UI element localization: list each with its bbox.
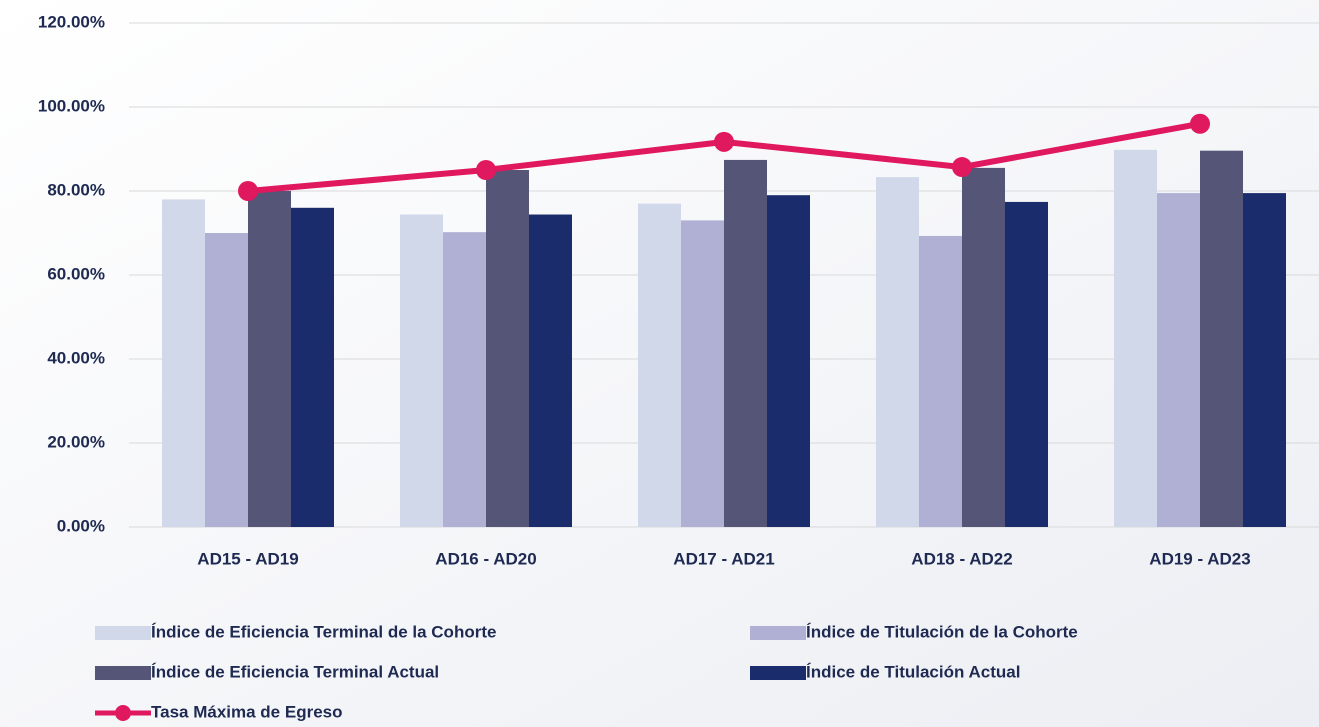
bar xyxy=(1200,151,1243,527)
line-marker xyxy=(952,157,972,177)
bar xyxy=(638,204,681,527)
bar xyxy=(1157,193,1200,527)
chart: 0.00% 20.00% 40.00% 60.00% 80.00% 100.00% 120.… xyxy=(0,0,1319,727)
bar xyxy=(443,232,486,527)
line-marker xyxy=(476,160,496,180)
bar xyxy=(486,170,529,527)
x-tick-label: AD17 - AD21 xyxy=(673,549,774,568)
legend-swatch xyxy=(95,626,151,640)
bar xyxy=(1114,150,1157,527)
bar xyxy=(962,168,1005,527)
legend-label: Índice de Eficiencia Terminal Actual xyxy=(151,662,439,681)
bar xyxy=(205,233,248,527)
x-tick-label: AD16 - AD20 xyxy=(435,549,536,568)
bar xyxy=(248,191,291,527)
legend-swatch xyxy=(95,666,151,680)
bar xyxy=(291,208,334,527)
legend-label: Índice de Titulación Actual xyxy=(806,662,1020,681)
legend-swatch xyxy=(115,705,131,721)
legend-swatch xyxy=(750,626,806,640)
y-tick-label: 0.00% xyxy=(57,516,105,535)
bar xyxy=(919,236,962,527)
line-marker xyxy=(1190,114,1210,134)
legend-label: Tasa Máxima de Egreso xyxy=(151,702,343,721)
y-tick-label: 40.00% xyxy=(47,348,105,367)
y-tick-label: 120.00% xyxy=(38,12,105,31)
bar xyxy=(162,199,205,527)
bar xyxy=(724,160,767,527)
bar xyxy=(681,220,724,527)
legend-label: Índice de Titulación de la Cohorte xyxy=(806,622,1078,641)
y-tick-label: 20.00% xyxy=(47,432,105,451)
y-tick-label: 100.00% xyxy=(38,96,105,115)
x-tick-label: AD15 - AD19 xyxy=(197,549,298,568)
y-tick-label: 80.00% xyxy=(47,180,105,199)
x-tick-label: AD18 - AD22 xyxy=(911,549,1012,568)
line-marker xyxy=(714,132,734,152)
legend-label: Índice de Eficiencia Terminal de la Coho… xyxy=(151,622,496,641)
bar xyxy=(1005,202,1048,527)
bar xyxy=(876,177,919,527)
bar xyxy=(767,195,810,527)
bar xyxy=(529,215,572,527)
bar xyxy=(400,215,443,527)
y-tick-label: 60.00% xyxy=(47,264,105,283)
x-tick-label: AD19 - AD23 xyxy=(1149,549,1250,568)
line-marker xyxy=(238,181,258,201)
legend-swatch xyxy=(750,666,806,680)
bar xyxy=(1243,193,1286,527)
